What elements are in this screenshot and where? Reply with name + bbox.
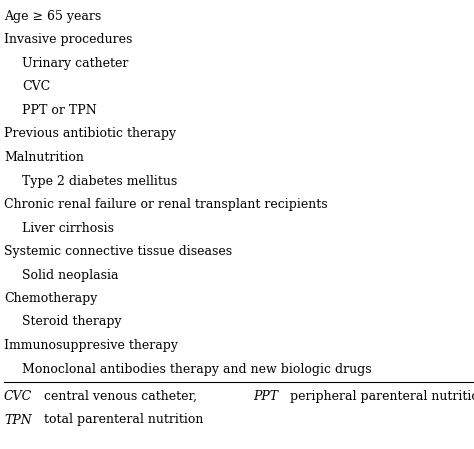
Text: PPT or TPN: PPT or TPN: [22, 104, 97, 117]
Text: peripheral parenteral nutrition,: peripheral parenteral nutrition,: [286, 390, 474, 403]
Text: Previous antibiotic therapy: Previous antibiotic therapy: [4, 128, 176, 141]
Text: Solid neoplasia: Solid neoplasia: [22, 269, 119, 282]
Text: Invasive procedures: Invasive procedures: [4, 34, 132, 47]
Text: Chemotherapy: Chemotherapy: [4, 292, 97, 305]
Text: Steroid therapy: Steroid therapy: [22, 316, 122, 329]
Text: Systemic connective tissue diseases: Systemic connective tissue diseases: [4, 245, 232, 258]
Text: Type 2 diabetes mellitus: Type 2 diabetes mellitus: [22, 175, 177, 188]
Text: total parenteral nutrition: total parenteral nutrition: [40, 414, 203, 427]
Text: TPN: TPN: [4, 414, 32, 427]
Text: CVC: CVC: [22, 80, 50, 93]
Text: Age ≥ 65 years: Age ≥ 65 years: [4, 10, 101, 23]
Text: Immunosuppresive therapy: Immunosuppresive therapy: [4, 339, 178, 352]
Text: Monoclonal antibodies therapy and new biologic drugs: Monoclonal antibodies therapy and new bi…: [22, 362, 372, 375]
Text: central venous catheter,: central venous catheter,: [40, 390, 205, 403]
Text: PPT: PPT: [254, 390, 279, 403]
Text: CVC: CVC: [4, 390, 32, 403]
Text: Liver cirrhosis: Liver cirrhosis: [22, 221, 114, 234]
Text: Urinary catheter: Urinary catheter: [22, 57, 128, 70]
Text: Chronic renal failure or renal transplant recipients: Chronic renal failure or renal transplan…: [4, 198, 328, 211]
Text: Malnutrition: Malnutrition: [4, 151, 84, 164]
